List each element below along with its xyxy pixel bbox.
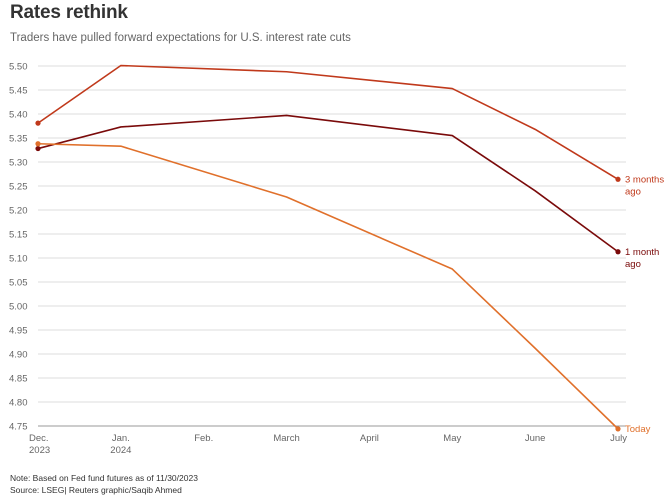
y-tick-label: 5.00 xyxy=(9,302,28,313)
x-tick-label: Feb. xyxy=(194,433,213,444)
y-tick-label: 5.10 xyxy=(9,254,28,265)
y-tick-label: 5.20 xyxy=(9,206,28,217)
series-label: 3 months xyxy=(625,174,664,185)
y-tick-label: 5.30 xyxy=(9,158,28,169)
x-tick-label-year: 2023 xyxy=(29,445,50,456)
y-tick-label: 4.75 xyxy=(9,422,28,433)
x-tick-label: May xyxy=(443,433,461,444)
series-end-point xyxy=(615,176,621,182)
x-tick-label: March xyxy=(273,433,299,444)
series-start-point xyxy=(35,120,41,126)
x-tick-label: June xyxy=(525,433,546,444)
gridlines xyxy=(38,65,626,427)
x-tick-label-year: 2024 xyxy=(110,445,131,456)
y-tick-label: 4.95 xyxy=(9,326,28,337)
series-line xyxy=(37,114,619,253)
x-tick-label: Jan. xyxy=(112,433,130,444)
y-tick-label: 5.45 xyxy=(9,86,28,97)
y-tick-label: 4.90 xyxy=(9,350,28,361)
y-tick-label: 5.25 xyxy=(9,182,28,193)
series-label: ago xyxy=(625,186,641,197)
chart-source: Source: LSEG| Reuters graphic/Saqib Ahme… xyxy=(10,485,182,495)
y-tick-label: 4.85 xyxy=(9,374,28,385)
y-axis-ticks: 5.50 5.45 5.40 5.35 5.30 5.25 5.20 5.15 5.10 5.05… xyxy=(9,62,28,433)
series-start-point xyxy=(35,145,41,152)
y-tick-label: 5.50 xyxy=(9,62,28,73)
x-tick-label: July xyxy=(610,433,627,444)
series-start-point xyxy=(35,141,41,147)
chart-subtitle: Traders have pulled forward expectations… xyxy=(10,32,351,44)
y-tick-label: 5.15 xyxy=(9,230,28,241)
x-axis-ticks: Dec.2023 Jan.2024 Feb. March April May June Jul… xyxy=(29,433,627,456)
y-tick-label: 5.40 xyxy=(9,110,28,121)
chart-note: Note: Based on Fed fund futures as of 11… xyxy=(10,473,198,483)
series-line xyxy=(37,142,619,430)
x-tick-label: Dec. xyxy=(29,433,49,444)
x-tick-label: April xyxy=(360,433,379,444)
series-label: ago xyxy=(625,259,641,270)
chart-title: Rates rethink xyxy=(10,2,128,23)
series-line xyxy=(37,64,619,180)
series-label: 1 month xyxy=(625,247,659,258)
series-label: Today xyxy=(625,424,651,435)
y-tick-label: 5.35 xyxy=(9,134,28,145)
y-tick-label: 4.80 xyxy=(9,398,28,409)
series-end-point xyxy=(615,426,621,432)
line-chart: 5.50 5.45 5.40 5.35 5.30 5.25 5.20 5.15 5.10 5.05… xyxy=(9,62,664,457)
series-end-point xyxy=(615,249,621,255)
y-tick-label: 5.05 xyxy=(9,278,28,289)
